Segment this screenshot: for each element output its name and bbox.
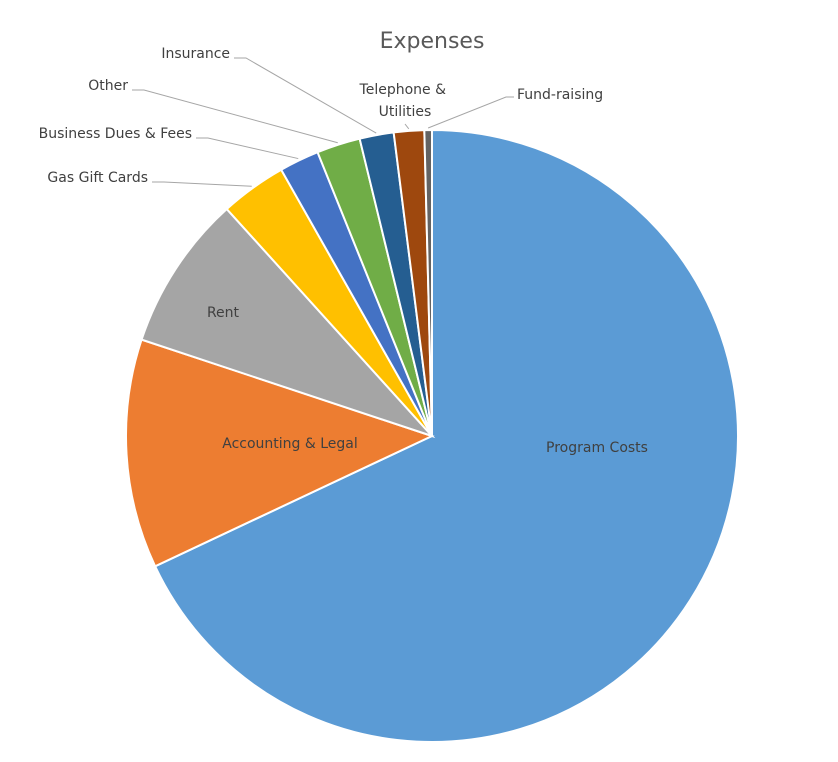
slice-label: Fund-raising	[517, 87, 603, 103]
leader-line	[152, 181, 252, 187]
slice-label: Insurance	[161, 46, 230, 62]
leader-line	[196, 137, 299, 160]
slice-label: Other	[88, 78, 128, 94]
leader-line	[132, 89, 338, 144]
chart-title: Expenses	[380, 29, 485, 54]
pie-slice	[153, 128, 739, 743]
pie-slice	[140, 207, 436, 439]
label-line: Telephone &	[359, 82, 451, 98]
pie-slice	[125, 338, 435, 568]
leader-line	[234, 57, 377, 134]
pie-slice	[423, 128, 433, 437]
slice-label: Program Costs	[546, 440, 648, 456]
slice-label: Business Dues & Fees	[39, 126, 192, 142]
leader-line	[427, 96, 514, 129]
slice-label: Gas Gift Cards	[47, 170, 148, 186]
slice-label: Rent	[207, 305, 240, 321]
leader-line	[404, 123, 410, 130]
label-line: Utilities	[379, 104, 432, 120]
slice-label: Accounting & Legal	[222, 436, 358, 452]
slice-label: Telephone & Utilities	[359, 82, 451, 120]
